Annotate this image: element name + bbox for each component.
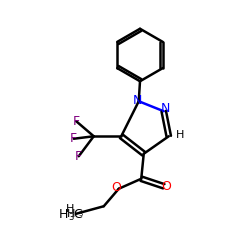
Text: H: H bbox=[66, 209, 75, 219]
Text: F: F bbox=[75, 150, 82, 163]
Text: F: F bbox=[73, 115, 80, 128]
Text: N: N bbox=[160, 102, 170, 115]
Text: O: O bbox=[111, 181, 121, 194]
Text: H: H bbox=[59, 208, 69, 221]
Text: H: H bbox=[176, 130, 184, 140]
Text: C: C bbox=[73, 208, 82, 221]
Text: $_3$: $_3$ bbox=[78, 209, 84, 219]
Text: O: O bbox=[161, 180, 171, 193]
Text: 3: 3 bbox=[68, 213, 74, 222]
Text: N: N bbox=[133, 94, 142, 106]
Text: F: F bbox=[70, 132, 77, 145]
Text: H: H bbox=[66, 204, 74, 214]
